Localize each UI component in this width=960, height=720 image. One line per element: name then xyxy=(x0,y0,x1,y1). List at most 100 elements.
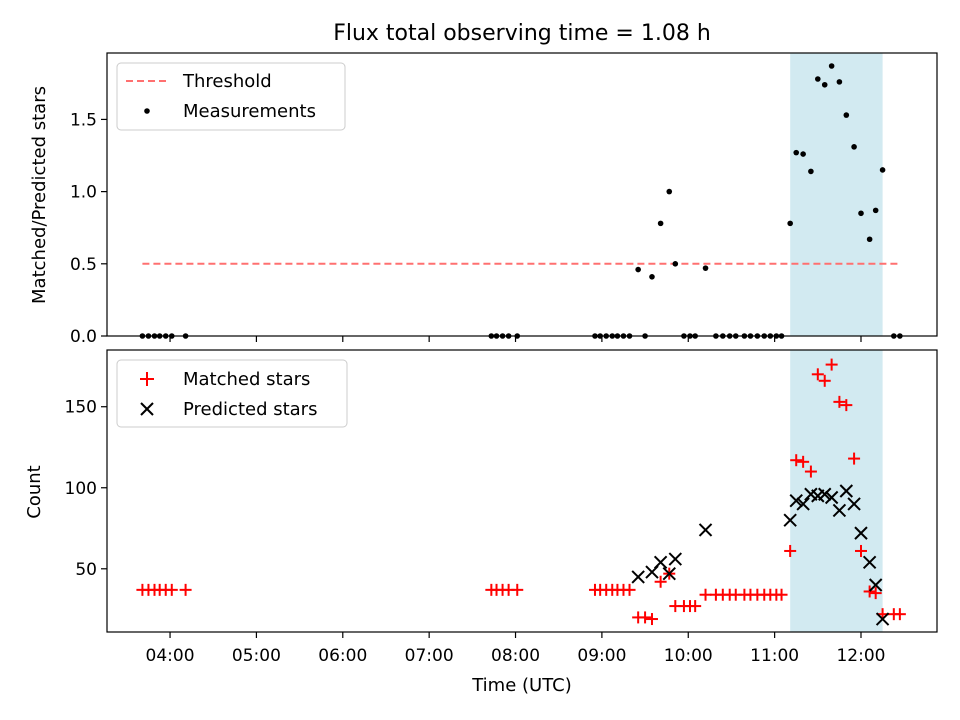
predicted-star-point xyxy=(868,578,883,592)
legend-predicted-swatch xyxy=(140,402,154,416)
matched-star-point xyxy=(639,611,652,624)
predicted-star-b xyxy=(783,513,797,527)
top-panel: 0.0 0.5 1.0 1.5 Matched/Predicted stars Thr… xyxy=(29,52,938,347)
bottom-x-tick-label: 05:00 xyxy=(232,646,281,666)
predicted-star-b xyxy=(839,484,854,498)
measurement-point xyxy=(851,144,857,150)
measurement-point xyxy=(821,81,828,88)
measurement-point xyxy=(815,76,821,82)
measurement-point xyxy=(858,210,864,217)
matched-star-point xyxy=(833,395,846,408)
matched-star-point xyxy=(179,583,192,596)
measurement-point xyxy=(836,79,843,85)
predicted-star-point xyxy=(796,497,810,511)
bottom-plot-marks xyxy=(136,358,906,626)
predicted-star-point xyxy=(862,555,877,570)
predicted-star-b xyxy=(847,497,861,511)
top-y-axis-label: Matched/Predicted stars xyxy=(29,86,50,304)
matched-star-point xyxy=(869,587,882,600)
matched-star-point xyxy=(775,588,788,601)
predicted-star-point xyxy=(789,494,803,508)
predicted-star-b xyxy=(824,490,839,505)
predicted-star-b xyxy=(653,555,668,570)
bottom-x-tick-label: 09:00 xyxy=(577,646,626,666)
top-axes-frame xyxy=(106,52,938,337)
legend-measurements-swatch xyxy=(144,108,150,114)
bottom-x-tick-label: 07:00 xyxy=(405,646,454,666)
bottom-x-tick-label: 10:00 xyxy=(664,646,713,666)
predicted-star-b xyxy=(698,523,713,537)
measurement-point xyxy=(872,207,879,214)
matched-star-point xyxy=(797,455,810,468)
matched-star-point xyxy=(893,608,906,621)
predicted-star-b xyxy=(668,552,683,566)
x-axis-label: Time (UTC) xyxy=(471,675,572,696)
predicted-star-b xyxy=(862,555,877,570)
measurement-point xyxy=(793,149,800,156)
matched-star-point xyxy=(623,583,636,596)
measurement-point xyxy=(828,63,835,69)
predicted-star-point xyxy=(818,487,832,501)
predicted-star-point xyxy=(662,566,676,581)
matched-star-point xyxy=(848,452,861,465)
legend-measurements-label: Measurements xyxy=(183,101,316,122)
top-y-tick-label: 0.5 xyxy=(70,255,97,275)
measurement-point xyxy=(672,261,679,267)
measurement-point xyxy=(800,151,806,157)
matched-star-point xyxy=(790,454,803,467)
top-legend: Threshold Measurements xyxy=(116,62,346,131)
legend-predicted-label: Predicted stars xyxy=(183,399,317,420)
top-legend-box xyxy=(116,62,346,131)
matched-star-point xyxy=(654,575,667,588)
predicted-star-b xyxy=(818,487,832,501)
bottom-x-tick-label: 08:00 xyxy=(491,646,540,666)
matched-star-point xyxy=(818,374,831,387)
matched-star-point xyxy=(699,588,712,601)
bottom-y-ticks: 50 100 150 xyxy=(65,398,107,580)
predicted-star-point xyxy=(668,552,683,566)
measurement-point xyxy=(808,168,814,175)
predicted-star-point xyxy=(783,513,797,527)
predicted-star-b xyxy=(875,612,890,626)
matched-star-point xyxy=(863,585,876,598)
bottom-panel: 50 100 150 04:00 05:00 06:00 07:00 08:00 09:00 1… xyxy=(24,349,938,696)
predicted-star-b xyxy=(796,497,810,511)
bottom-y-axis-label: Count xyxy=(24,465,45,518)
measurement-point xyxy=(649,274,655,280)
predicted-star-b xyxy=(868,578,883,592)
top-y-tick-label: 1.5 xyxy=(70,110,97,130)
predicted-star-b xyxy=(854,526,868,540)
top-plot-marks xyxy=(139,63,903,339)
bottom-x-tick-label: 04:00 xyxy=(146,646,195,666)
matched-star-point xyxy=(804,465,817,478)
predicted-star-b xyxy=(631,570,645,584)
bottom-axes-frame xyxy=(106,349,938,633)
predicted-star-point xyxy=(875,612,890,626)
measurement-point xyxy=(702,265,709,271)
predicted-star-point xyxy=(832,503,847,518)
legend-matched-swatch xyxy=(140,372,154,386)
predicted-star-point xyxy=(847,497,861,511)
predicted-star-point xyxy=(854,526,868,540)
chart-title: Flux total observing time = 1.08 h xyxy=(333,21,711,46)
matched-star-point xyxy=(689,600,702,613)
legend-threshold-label: Threshold xyxy=(182,71,272,92)
predicted-star-b xyxy=(832,503,847,518)
matched-star-point xyxy=(854,544,867,557)
measurement-point xyxy=(657,220,664,227)
bottom-y-tick-label: 100 xyxy=(65,479,97,499)
matched-star-point xyxy=(645,613,658,626)
bottom-legend: Matched stars Predicted stars xyxy=(116,359,348,428)
top-highlight-span xyxy=(790,53,883,336)
predicted-star-point xyxy=(631,570,645,584)
top-y-ticks: 0.0 0.5 1.0 1.5 xyxy=(70,110,107,347)
measurement-point xyxy=(635,266,641,273)
bottom-x-ticks: 04:00 05:00 06:00 07:00 08:00 09:00 10:00 11:00… xyxy=(146,632,885,666)
predicted-star-point xyxy=(698,523,713,537)
legend-matched-label: Matched stars xyxy=(183,369,310,390)
measurement-point xyxy=(843,112,850,118)
measurement-point xyxy=(866,236,873,243)
top-y-tick-label: 0.0 xyxy=(70,327,97,347)
top-x-ticks xyxy=(169,336,862,342)
